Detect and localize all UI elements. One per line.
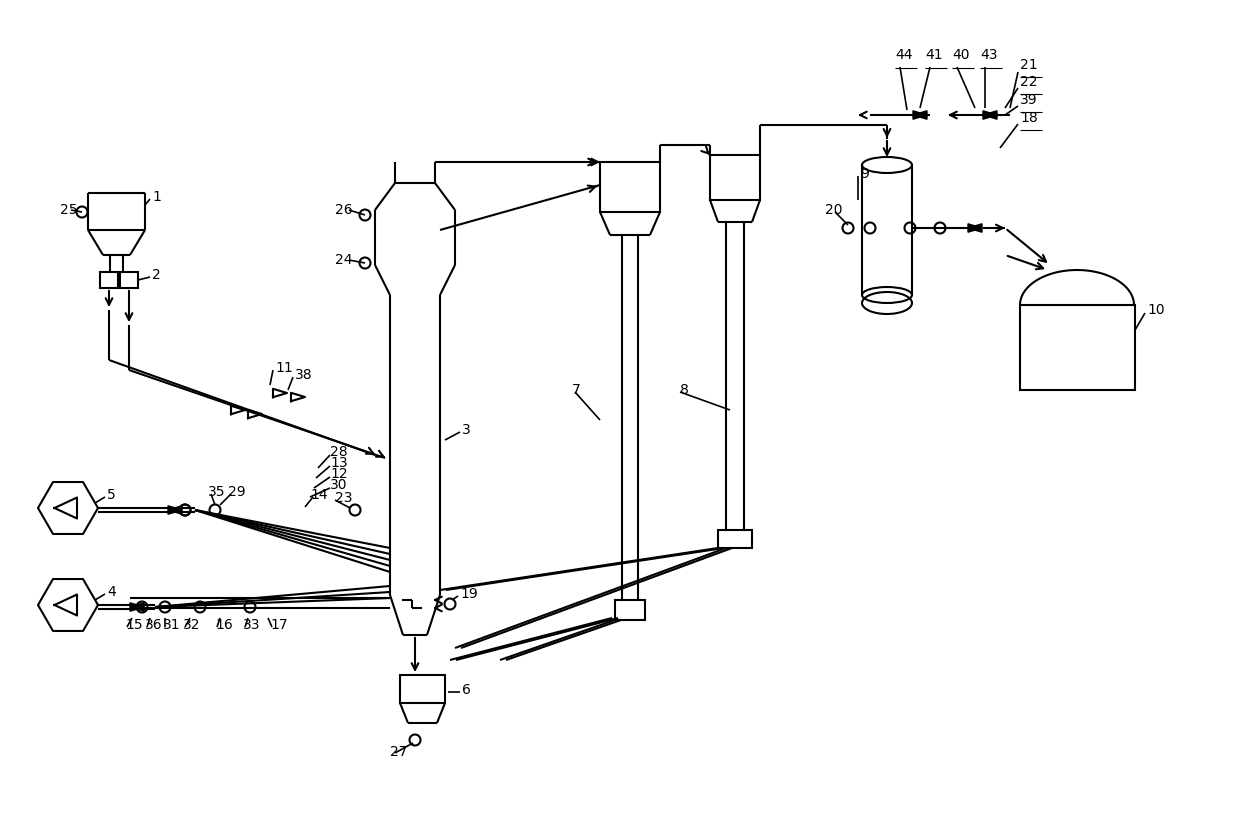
Text: 30: 30: [330, 478, 347, 492]
Text: 24: 24: [335, 253, 352, 267]
Text: 8: 8: [680, 383, 689, 397]
Bar: [100, 272, 118, 288]
Text: 39: 39: [1021, 93, 1038, 107]
Text: 5: 5: [107, 488, 115, 502]
Text: 43: 43: [980, 48, 997, 62]
Text: 31: 31: [162, 618, 181, 632]
Text: 23: 23: [335, 491, 352, 505]
Text: 10: 10: [1147, 303, 1164, 317]
Polygon shape: [913, 111, 928, 119]
Polygon shape: [968, 224, 982, 232]
Text: 22: 22: [1021, 75, 1038, 89]
Bar: [120, 272, 138, 288]
Text: 25: 25: [60, 203, 77, 217]
Text: 29: 29: [228, 485, 246, 499]
Polygon shape: [968, 224, 982, 232]
Text: 20: 20: [825, 203, 842, 217]
Text: 15: 15: [125, 618, 143, 632]
Text: 33: 33: [243, 618, 260, 632]
Text: 35: 35: [208, 485, 226, 499]
Text: 41: 41: [925, 48, 942, 62]
Bar: [600, 162, 660, 212]
Text: 40: 40: [952, 48, 970, 62]
Text: 14: 14: [310, 488, 327, 502]
Bar: [718, 530, 751, 548]
Text: 36: 36: [145, 618, 162, 632]
Text: 21: 21: [1021, 58, 1038, 72]
Text: 13: 13: [330, 456, 347, 470]
Polygon shape: [913, 111, 928, 119]
Bar: [711, 155, 760, 200]
Text: 27: 27: [391, 745, 408, 759]
Polygon shape: [130, 603, 144, 612]
Text: 17: 17: [270, 618, 288, 632]
Text: 1: 1: [153, 190, 161, 204]
Text: 12: 12: [330, 467, 347, 481]
Polygon shape: [130, 603, 144, 612]
Bar: [615, 600, 645, 620]
Polygon shape: [167, 506, 182, 514]
Text: 4: 4: [107, 585, 115, 599]
Bar: [401, 675, 445, 703]
Text: 2: 2: [153, 268, 161, 282]
Polygon shape: [983, 111, 997, 119]
Text: 18: 18: [1021, 111, 1038, 125]
Text: 6: 6: [463, 683, 471, 697]
Text: 28: 28: [330, 445, 347, 459]
Text: 32: 32: [184, 618, 201, 632]
Bar: [1021, 305, 1135, 390]
Polygon shape: [167, 506, 182, 514]
Text: 38: 38: [295, 368, 312, 382]
Text: 11: 11: [275, 361, 293, 375]
Text: 16: 16: [215, 618, 233, 632]
Polygon shape: [983, 111, 997, 119]
Text: 3: 3: [463, 423, 471, 437]
Text: 26: 26: [335, 203, 352, 217]
Text: 9: 9: [861, 167, 869, 181]
Text: 44: 44: [895, 48, 913, 62]
Text: 7: 7: [572, 383, 580, 397]
Text: 19: 19: [460, 587, 477, 601]
